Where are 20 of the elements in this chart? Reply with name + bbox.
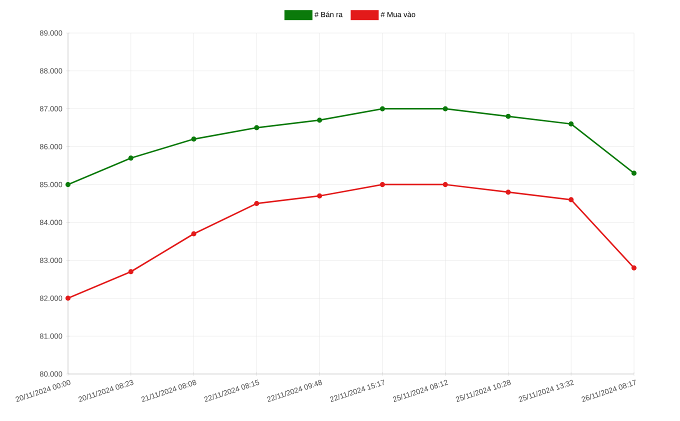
point [506, 114, 511, 119]
point [506, 190, 511, 195]
point [380, 106, 385, 112]
point [65, 182, 71, 188]
point [191, 136, 196, 142]
point [631, 170, 637, 176]
point [128, 155, 134, 161]
point [317, 118, 322, 123]
point [128, 269, 134, 274]
point [568, 121, 574, 126]
point [191, 231, 196, 236]
point [254, 200, 260, 206]
point [568, 197, 574, 202]
point [631, 265, 637, 270]
point [442, 106, 448, 112]
point [254, 125, 260, 130]
point [65, 296, 71, 301]
point [380, 182, 385, 188]
point [317, 193, 322, 198]
point [442, 182, 448, 188]
